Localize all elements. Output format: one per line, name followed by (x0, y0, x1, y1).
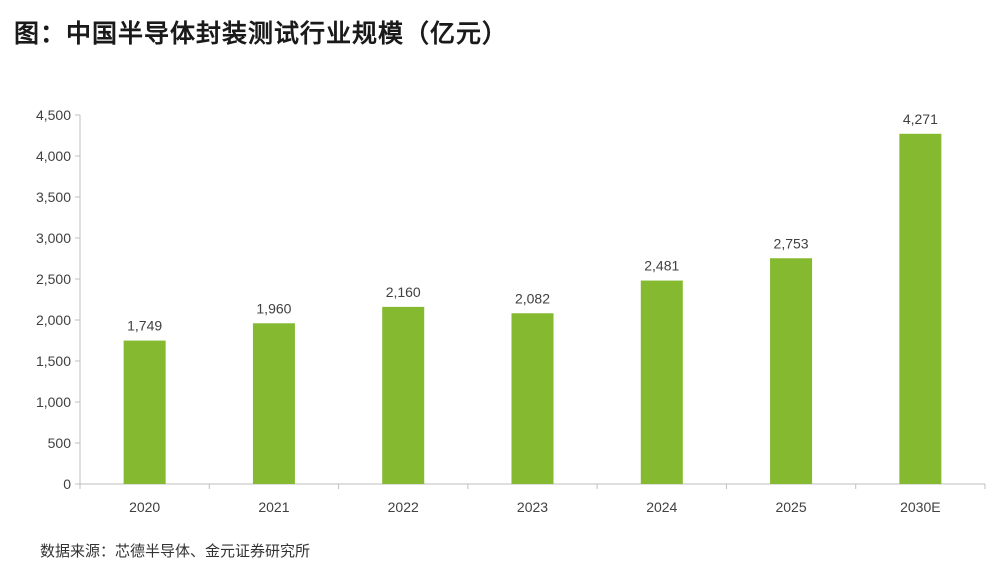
bar-2020 (123, 340, 166, 484)
bar-2024 (640, 280, 683, 484)
y-axis: 0 500 1,000 1,500 2,000 2,500 3,000 3,500 4,000 4… (36, 107, 81, 492)
x-tick-label-2025: 2025 (775, 499, 806, 515)
data-label-2024: 2,481 (644, 258, 679, 274)
bar-series (123, 133, 942, 484)
y-tick-label: 3,500 (36, 189, 71, 205)
y-tick-label: 1,500 (36, 353, 71, 369)
y-tick-label: 3,000 (36, 230, 71, 246)
y-tick-label: 4,500 (36, 107, 71, 123)
x-tick-label-2022: 2022 (388, 499, 419, 515)
y-tick-label: 2,500 (36, 271, 71, 287)
data-label-2020: 1,749 (127, 318, 162, 334)
bar-2025 (770, 258, 813, 484)
data-label-2030E: 4,271 (903, 111, 938, 127)
data-label-2025: 2,753 (774, 235, 809, 251)
x-axis: 2020 2021 2022 2023 2024 2025 2030E (79, 483, 986, 515)
data-label-2022: 2,160 (386, 284, 421, 300)
data-labels: 1,749 1,960 2,160 2,082 2,481 2,753 4,271 (127, 111, 938, 334)
data-label-2021: 1,960 (256, 300, 291, 316)
bar-2022 (382, 306, 425, 484)
x-tick-label-2020: 2020 (129, 499, 160, 515)
y-tick-label: 500 (48, 435, 72, 451)
y-tick-label: 4,000 (36, 148, 71, 164)
x-tick-label-2023: 2023 (517, 499, 548, 515)
y-tick-label: 2,000 (36, 312, 71, 328)
chart-title: 图：中国半导体封装测试行业规模（亿元） (14, 19, 509, 48)
y-tick-label: 0 (63, 476, 71, 492)
x-tick-label-2030E: 2030E (900, 499, 940, 515)
bar-2030E (899, 133, 942, 484)
data-label-2023: 2,082 (515, 290, 550, 306)
bar-2021 (252, 323, 295, 484)
chart-source-note: 数据来源：芯德半导体、金元证券研究所 (40, 542, 311, 560)
y-tick-label: 1,000 (36, 394, 71, 410)
x-tick-label-2024: 2024 (646, 499, 677, 515)
bar-2023 (511, 313, 554, 484)
x-tick-label-2021: 2021 (258, 499, 289, 515)
